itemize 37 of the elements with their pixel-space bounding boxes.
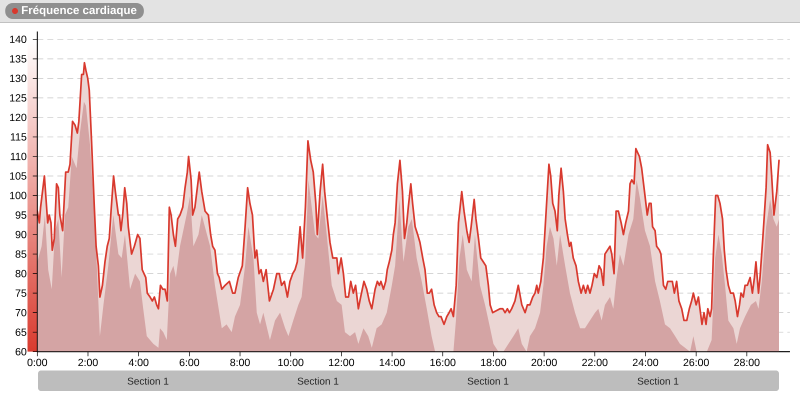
y-tick-label: 80: [16, 270, 26, 278]
y-tick-label: 120: [10, 114, 26, 122]
x-tick-label: 14:00: [380, 358, 405, 366]
x-tick-label: 20:00: [532, 358, 557, 366]
text: Section 1: [298, 377, 338, 385]
y-tick-label: 125: [10, 94, 26, 102]
x-tick-label: 0:00: [27, 358, 48, 366]
x-tick-label: 18:00: [481, 358, 506, 366]
x-tick-label: 24:00: [632, 358, 658, 366]
y-tick-label: 135: [10, 55, 26, 63]
x-tick-label: 2:00: [78, 358, 98, 366]
y-tick-label: 65: [16, 328, 26, 336]
text: Section 1: [638, 377, 678, 385]
x-tick-label: 26:00: [684, 358, 709, 366]
y-tick-label: 140: [10, 36, 26, 44]
x-tick-label: 12:00: [329, 358, 354, 366]
y-tick-label: 70: [16, 308, 26, 316]
y-tick-label: 110: [10, 152, 26, 160]
y-tick-label: 85: [16, 250, 26, 258]
x-tick-label: 22:00: [582, 358, 608, 366]
text: Section 1: [468, 377, 508, 385]
y-tick-label: 100: [10, 192, 26, 200]
x-tick-label: 4:00: [128, 358, 148, 366]
x-tick-label: 8:00: [230, 358, 250, 366]
chart-title: Fréquence cardiaque: [22, 6, 136, 16]
y-tick-label: 95: [16, 211, 26, 219]
y-tick-label: 75: [16, 289, 26, 297]
x-tick-label: 6:00: [180, 358, 200, 366]
y-tick-label: 60: [16, 348, 26, 356]
y-tick-label: 130: [10, 74, 26, 82]
y-tick-label: 115: [10, 133, 26, 141]
y-tick-label: 105: [10, 172, 26, 180]
x-tick-label: 28:00: [734, 358, 760, 366]
x-tick-label: 16:00: [430, 358, 456, 366]
text: Section 1: [128, 377, 168, 385]
x-tick-label: 10:00: [278, 358, 304, 366]
y-tick-label: 90: [16, 230, 26, 238]
